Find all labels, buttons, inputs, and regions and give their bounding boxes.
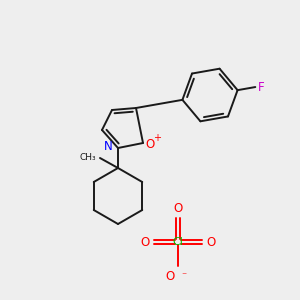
Text: Cl: Cl: [172, 237, 183, 247]
Text: O: O: [206, 236, 216, 248]
Text: CH₃: CH₃: [80, 152, 96, 161]
Text: F: F: [258, 80, 265, 94]
Text: O: O: [173, 202, 183, 215]
Text: +: +: [153, 133, 161, 143]
Text: O: O: [166, 269, 175, 283]
Text: N: N: [104, 140, 113, 154]
Text: O: O: [145, 137, 154, 151]
Text: ⁻: ⁻: [181, 271, 186, 281]
Text: O: O: [140, 236, 150, 248]
